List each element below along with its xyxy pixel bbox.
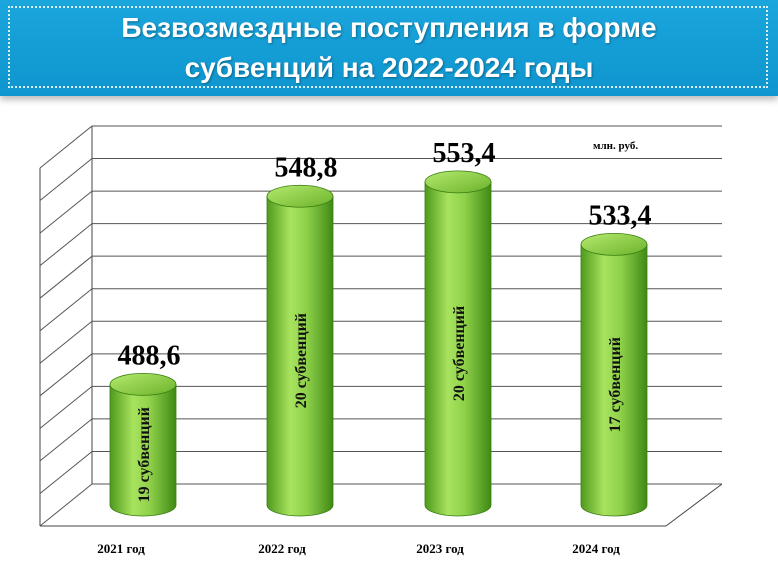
value-label: 488,6 bbox=[118, 340, 181, 371]
chart-bars bbox=[109, 170, 648, 517]
gridline-side bbox=[39, 418, 93, 462]
x-tick-label: 2022 год bbox=[258, 541, 306, 556]
x-tick-label: 2023 год bbox=[416, 541, 464, 556]
gridline-side bbox=[39, 255, 93, 299]
bar-top-3 bbox=[424, 170, 492, 194]
gridline-side bbox=[39, 385, 93, 429]
bar-count-label: 20 субвенций bbox=[451, 306, 468, 401]
bar-count-label: 19 субвенций bbox=[136, 407, 153, 502]
bar-top-2 bbox=[266, 184, 334, 208]
banner-dotted-border bbox=[8, 6, 768, 88]
bar-4 bbox=[580, 243, 648, 517]
bar-top-1 bbox=[109, 372, 177, 396]
gridline-side bbox=[39, 190, 93, 234]
gridline-side bbox=[39, 158, 93, 201]
chart-title-line1: Безвозмездные поступления в форме bbox=[121, 12, 657, 43]
x-tick-label: 2021 год bbox=[97, 541, 145, 556]
chart-grid bbox=[39, 125, 723, 527]
gridline-side bbox=[39, 451, 93, 494]
floor-right-edge bbox=[665, 483, 723, 527]
value-label: 553,4 bbox=[433, 138, 496, 169]
gridline-side bbox=[39, 288, 93, 332]
gridline-side bbox=[39, 320, 93, 364]
bar-3 bbox=[424, 181, 492, 517]
gridline-side bbox=[39, 125, 93, 169]
chart-title: Безвозмездные поступления в форме субвен… bbox=[0, 8, 778, 88]
title-banner bbox=[0, 0, 778, 96]
value-label: 533,4 bbox=[589, 200, 652, 231]
gridline-side bbox=[39, 223, 93, 267]
chart-labels: 488,6 19 субвенций 2021 год 548,8 20 субвенц… bbox=[97, 138, 651, 556]
chart-title-line2: субвенций на 2022-2024 годы bbox=[184, 52, 594, 83]
bar-count-label: 17 субвенций bbox=[607, 337, 624, 432]
value-label: 548,8 bbox=[275, 152, 338, 183]
unit-label: млн. руб. bbox=[593, 140, 639, 152]
bar-top-4 bbox=[580, 232, 648, 256]
bar-2 bbox=[266, 195, 334, 517]
bar-count-label: 20 субвенций bbox=[293, 313, 310, 408]
gridline-side bbox=[39, 483, 93, 527]
x-tick-label: 2024 год bbox=[572, 541, 620, 556]
bar-1 bbox=[109, 383, 177, 517]
gridline-side bbox=[39, 353, 93, 397]
